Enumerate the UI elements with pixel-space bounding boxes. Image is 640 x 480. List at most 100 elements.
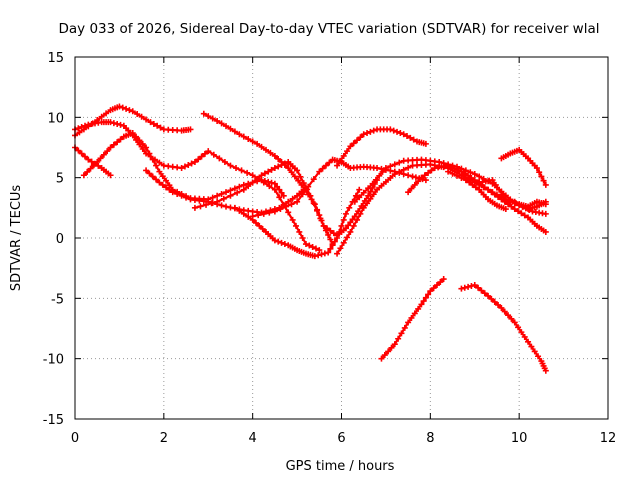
data-point (342, 225, 349, 232)
data-point (357, 210, 364, 217)
y-tick-label: 10 (47, 111, 64, 126)
data-point (231, 185, 238, 192)
data-point (465, 283, 472, 290)
data-point (521, 333, 528, 340)
data-point (401, 324, 408, 331)
data-point (271, 237, 278, 244)
data-point (347, 228, 354, 235)
data-point (178, 165, 185, 172)
data-point (231, 128, 238, 135)
data-point (387, 163, 394, 170)
data-point (136, 137, 143, 144)
data-point (374, 186, 381, 193)
series-track-r (458, 282, 549, 374)
data-point (143, 167, 150, 174)
data-point (336, 228, 343, 235)
data-point (462, 167, 469, 174)
data-point (278, 158, 285, 165)
data-point (458, 174, 465, 181)
data-point (156, 179, 163, 186)
data-point (391, 341, 398, 348)
data-point (309, 244, 316, 251)
data-point (382, 165, 389, 172)
data-point (495, 193, 502, 200)
data-point (138, 113, 145, 120)
series-track-a (72, 103, 194, 139)
data-point (369, 180, 376, 187)
data-point (415, 305, 422, 312)
data-series (72, 103, 549, 374)
data-point (337, 157, 344, 164)
data-point (227, 187, 234, 194)
data-point (87, 165, 94, 172)
data-point (209, 115, 216, 122)
data-point (471, 177, 478, 184)
data-point (471, 282, 478, 289)
data-point (249, 138, 256, 145)
data-point (285, 209, 292, 216)
data-point (491, 191, 498, 198)
data-point (178, 192, 185, 199)
data-point (238, 167, 245, 174)
data-point (84, 168, 91, 175)
data-point (448, 164, 455, 171)
data-point (370, 191, 377, 198)
data-point (107, 144, 114, 151)
data-point (425, 291, 432, 298)
data-point (525, 338, 532, 345)
data-point (360, 131, 367, 138)
data-point (183, 194, 190, 201)
data-point (508, 203, 515, 210)
data-point (382, 178, 389, 185)
data-point (306, 242, 313, 249)
data-point (364, 130, 371, 137)
data-point (274, 183, 281, 190)
data-point (258, 172, 265, 179)
data-point (294, 198, 301, 205)
data-point (146, 170, 153, 177)
data-point (330, 230, 337, 237)
data-point (107, 172, 114, 179)
y-tick-label: -5 (51, 292, 64, 307)
data-point (351, 213, 358, 220)
data-point (289, 195, 296, 202)
data-point (236, 183, 243, 190)
data-point (311, 201, 318, 208)
data-point (234, 189, 241, 196)
data-point (376, 172, 383, 179)
x-tick-label: 4 (249, 431, 257, 446)
data-point (244, 169, 251, 176)
data-point (119, 104, 126, 111)
data-point (276, 194, 283, 201)
x-tick-label: 8 (426, 431, 434, 446)
data-point (451, 165, 458, 172)
data-point (356, 194, 363, 201)
data-point (159, 173, 166, 180)
data-point (78, 150, 85, 157)
data-point (223, 203, 230, 210)
data-point (531, 348, 538, 355)
data-point (407, 134, 414, 141)
data-point (340, 152, 347, 159)
data-point (275, 163, 282, 170)
x-tick-label: 2 (160, 431, 168, 446)
data-point (292, 222, 299, 229)
data-point (465, 172, 472, 179)
data-point (114, 120, 121, 127)
data-point (267, 149, 274, 156)
data-point (365, 192, 372, 199)
data-point (325, 249, 332, 256)
data-point (408, 185, 415, 192)
data-point (134, 111, 141, 118)
data-point (302, 241, 309, 248)
data-point (169, 189, 176, 196)
data-point (411, 310, 418, 317)
data-point (271, 208, 278, 215)
data-point (233, 165, 240, 172)
data-point (346, 204, 353, 211)
data-point (218, 190, 225, 197)
data-point (281, 161, 288, 168)
data-point (288, 169, 295, 176)
data-point (515, 208, 522, 215)
data-point (430, 285, 437, 292)
